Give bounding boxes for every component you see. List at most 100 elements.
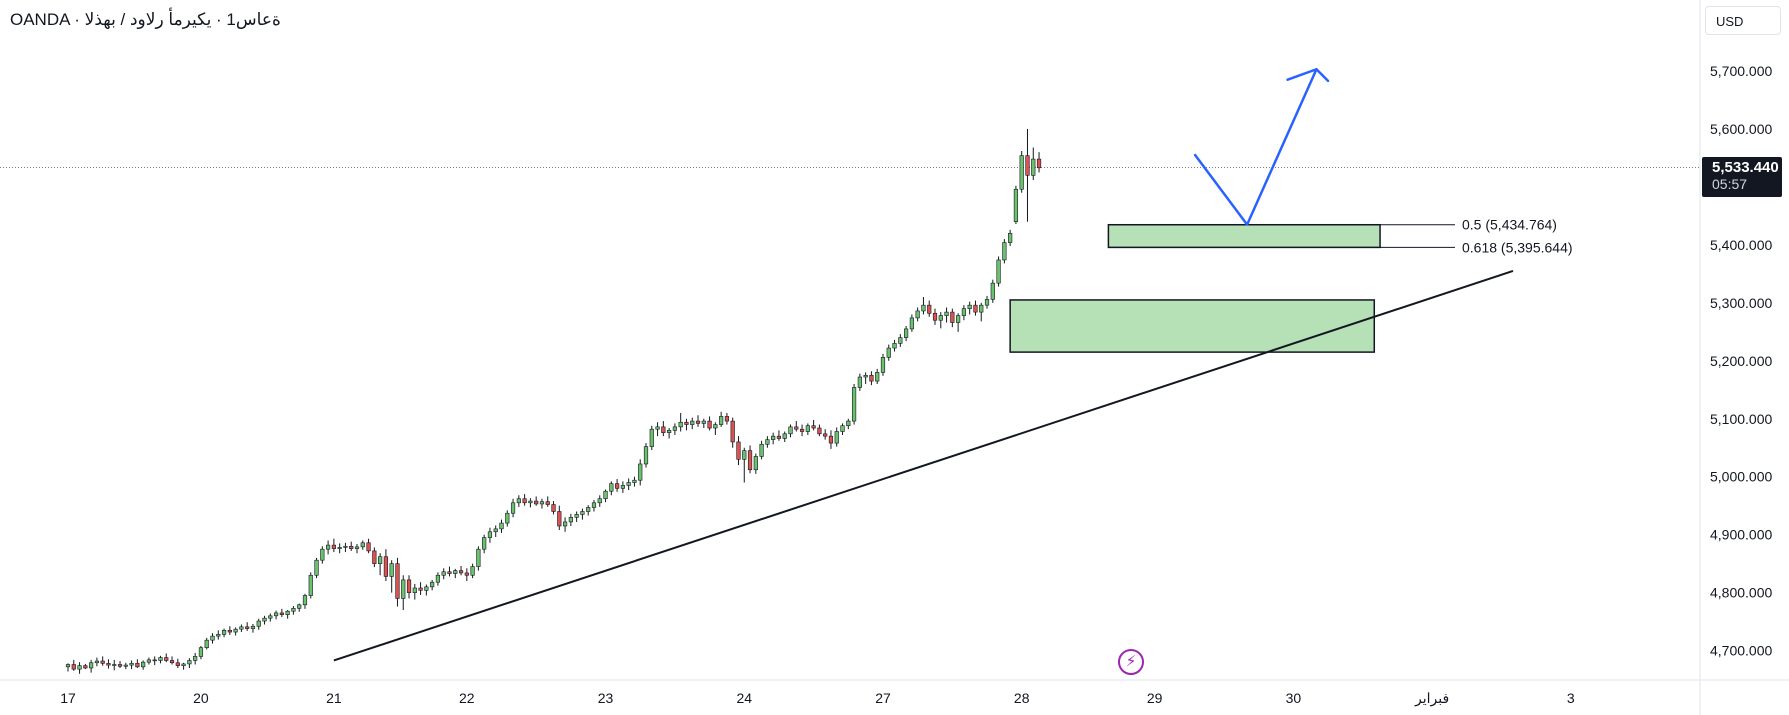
candle — [268, 613, 273, 622]
candle-body — [100, 660, 105, 664]
candle — [730, 417, 735, 448]
candle-body — [106, 663, 111, 666]
candle — [1025, 128, 1030, 222]
x-tick-label: 20 — [193, 690, 209, 706]
candle-body — [846, 420, 851, 427]
candle — [464, 568, 469, 582]
candle-body — [325, 544, 331, 550]
candle-body — [175, 662, 180, 666]
candle-body — [684, 421, 689, 425]
candle — [395, 557, 400, 607]
candle-body — [574, 514, 579, 518]
candle-body — [944, 311, 949, 316]
projection-arrowhead — [1286, 68, 1330, 83]
candle — [643, 443, 649, 468]
candle — [742, 447, 747, 483]
candle — [77, 662, 82, 674]
candle — [123, 662, 128, 670]
candle-body — [528, 500, 533, 504]
fib-label: 0.5 (5,434.764) — [1462, 217, 1557, 233]
fib-label: 0.618 (5,395.644) — [1462, 239, 1573, 255]
candle — [158, 655, 163, 664]
candle-body — [1025, 155, 1030, 176]
candle — [65, 663, 71, 672]
candle-body — [256, 620, 261, 627]
candle-body — [996, 259, 1001, 284]
candle-body — [695, 420, 701, 424]
candles-layer — [65, 128, 1042, 674]
candle — [609, 481, 614, 496]
candle — [366, 538, 371, 554]
y-tick-label: 5,600.000 — [1710, 121, 1772, 137]
candle-body — [690, 420, 695, 425]
candle-body — [71, 664, 76, 670]
symbol-title[interactable]: OANDA · ةعاس1 · يكيرمأ رلاود / بهذلا — [10, 10, 281, 29]
candle-body — [927, 304, 932, 314]
candle — [950, 308, 955, 328]
candle — [273, 610, 279, 620]
candle — [227, 626, 232, 635]
candle-body — [395, 563, 400, 599]
x-tick-label: 29 — [1147, 690, 1163, 706]
bar-countdown: 05:57 — [1712, 176, 1748, 192]
candle — [476, 546, 481, 571]
candle — [146, 657, 152, 665]
candle — [938, 312, 943, 329]
candle-body — [297, 604, 302, 609]
candle-body — [788, 426, 793, 435]
candle-body — [349, 545, 354, 549]
candle — [325, 540, 331, 555]
candle-body — [765, 439, 770, 445]
candle-body — [979, 304, 984, 313]
candle-body — [851, 387, 857, 422]
candle — [840, 423, 845, 435]
candle — [580, 508, 585, 520]
currency-button[interactable]: USD — [1705, 6, 1781, 35]
fib-levels-layer: 0.5 (5,434.764) 0.618 (5,395.644) — [1108, 217, 1573, 255]
candle — [568, 513, 573, 526]
candle — [314, 557, 319, 579]
demand-zone — [1009, 299, 1376, 353]
trendline-layer — [333, 270, 1514, 662]
candle-body — [892, 343, 897, 349]
lightning-bolt-icon[interactable]: ⚡ — [1118, 649, 1144, 675]
candle-body — [811, 425, 816, 429]
candle-body — [667, 430, 672, 433]
candle — [956, 313, 961, 332]
candle-body — [840, 425, 845, 432]
candle-body — [152, 659, 157, 662]
candle-body — [713, 424, 718, 429]
candle — [1019, 150, 1024, 193]
candle — [655, 422, 660, 437]
candle-body — [863, 374, 868, 378]
y-tick-label: 5,700.000 — [1710, 63, 1772, 79]
candle — [187, 658, 192, 668]
candle — [690, 417, 695, 430]
candle-body — [117, 664, 123, 667]
candle — [164, 653, 169, 663]
candle — [354, 543, 360, 554]
candle-body — [389, 563, 394, 577]
x-tick-label: فبراير — [1414, 690, 1449, 707]
candle — [961, 305, 966, 321]
candle — [736, 436, 741, 466]
candle-body — [187, 660, 192, 665]
candle-body — [424, 586, 429, 591]
candle-body — [372, 550, 377, 564]
candle-body — [320, 548, 325, 561]
candle — [210, 633, 215, 644]
candle-body — [707, 420, 712, 429]
candle-body — [799, 428, 805, 432]
candle-body — [562, 521, 568, 527]
candle-body — [1019, 155, 1024, 190]
candle — [886, 344, 891, 361]
candle-body — [568, 516, 573, 523]
candle — [106, 659, 111, 669]
y-tick-label: 4,700.000 — [1710, 643, 1772, 659]
candle — [181, 662, 186, 670]
candle — [418, 582, 423, 595]
candle — [875, 368, 880, 384]
candle-body — [869, 374, 874, 382]
